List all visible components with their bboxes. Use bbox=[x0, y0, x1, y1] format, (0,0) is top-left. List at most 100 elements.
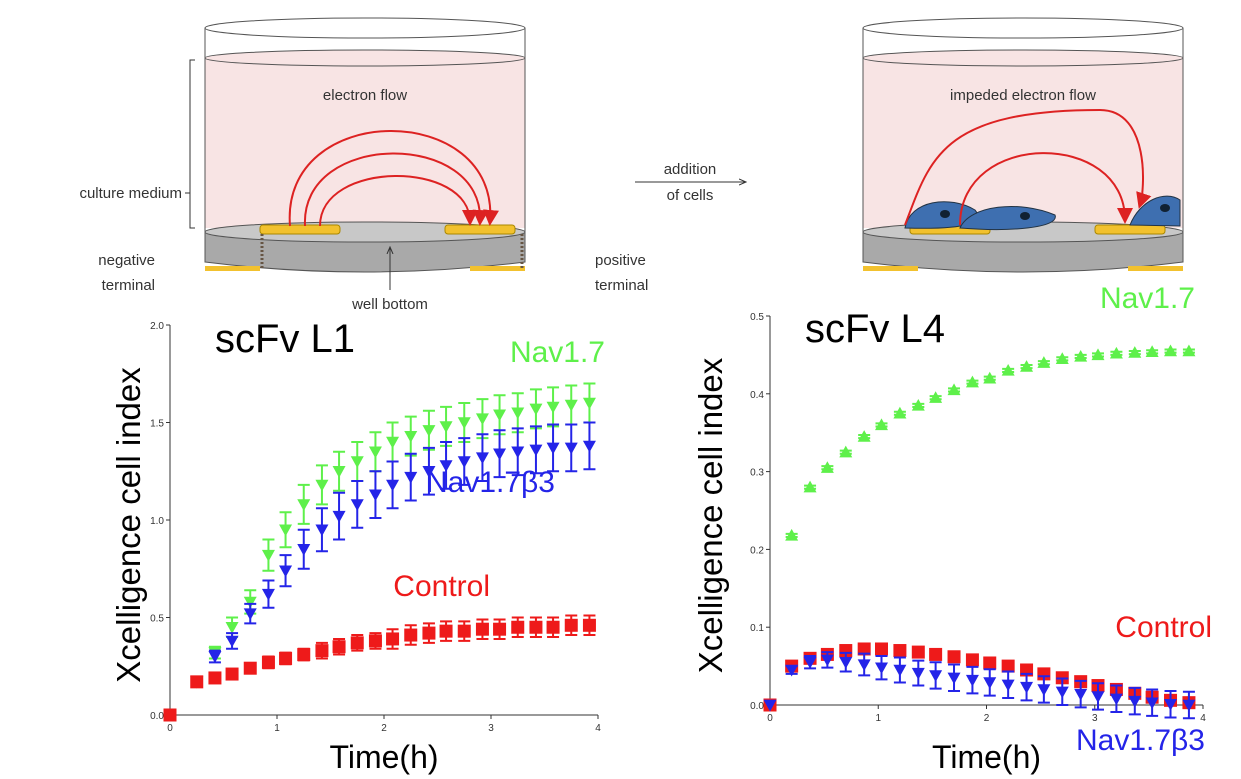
marker bbox=[315, 644, 329, 658]
marker bbox=[404, 430, 418, 443]
marker bbox=[1074, 349, 1088, 362]
x-tick-label: 0 bbox=[767, 713, 773, 724]
marker bbox=[457, 456, 471, 468]
well-left bbox=[185, 17, 526, 290]
marker bbox=[1091, 348, 1105, 361]
label: culture medium bbox=[79, 185, 182, 202]
y-tick-label: 2.0 bbox=[150, 321, 164, 332]
marker bbox=[422, 466, 436, 478]
series-label: Control bbox=[1115, 611, 1212, 644]
marker bbox=[911, 667, 925, 680]
series-label: Nav1.7 bbox=[1100, 282, 1195, 315]
y-tick-label: 0.1 bbox=[750, 623, 764, 634]
marker bbox=[803, 657, 817, 669]
marker bbox=[564, 399, 578, 412]
marker bbox=[874, 662, 888, 675]
x-tick-label: 1 bbox=[875, 713, 881, 724]
y-tick-label: 1.5 bbox=[150, 419, 164, 430]
y-tick-label: 0.0 bbox=[150, 711, 164, 722]
label: terminal bbox=[102, 277, 155, 294]
label: negative bbox=[98, 252, 155, 269]
marker bbox=[785, 528, 799, 541]
marker bbox=[190, 675, 204, 689]
marker bbox=[893, 644, 907, 658]
marker bbox=[929, 670, 943, 682]
marker bbox=[1164, 344, 1178, 357]
marker bbox=[332, 510, 346, 523]
marker bbox=[297, 648, 311, 662]
series bbox=[163, 614, 596, 722]
marker bbox=[208, 671, 222, 685]
marker bbox=[475, 413, 489, 426]
series bbox=[763, 344, 1196, 711]
y-tick-label: 0.4 bbox=[750, 390, 764, 401]
marker bbox=[1055, 352, 1069, 364]
marker bbox=[947, 672, 961, 685]
marker bbox=[439, 460, 453, 472]
y-tick-label: 0.0 bbox=[750, 701, 764, 712]
series-label: Nav1.7β3 bbox=[1076, 724, 1205, 757]
marker bbox=[332, 640, 346, 654]
marker bbox=[546, 401, 560, 414]
marker bbox=[315, 479, 329, 492]
marker bbox=[439, 421, 453, 433]
marker bbox=[911, 645, 925, 659]
well-right bbox=[862, 17, 1184, 273]
marker bbox=[511, 446, 525, 459]
x-axis-label: Time(h) bbox=[329, 739, 438, 775]
marker bbox=[911, 398, 925, 411]
y-axis-label: Xcelligence cell index bbox=[110, 367, 147, 683]
marker bbox=[785, 664, 799, 677]
marker bbox=[947, 383, 961, 396]
marker bbox=[582, 397, 596, 410]
marker bbox=[1145, 345, 1159, 357]
marker bbox=[404, 628, 418, 642]
marker bbox=[1128, 346, 1142, 358]
marker bbox=[404, 471, 418, 484]
marker bbox=[893, 406, 907, 419]
x-tick-label: 4 bbox=[1200, 713, 1206, 724]
x-tick-label: 3 bbox=[1092, 713, 1098, 724]
marker bbox=[529, 444, 543, 457]
marker bbox=[839, 657, 853, 669]
marker bbox=[983, 656, 997, 670]
marker bbox=[457, 417, 471, 429]
marker bbox=[1182, 699, 1196, 712]
x-tick-label: 4 bbox=[595, 723, 601, 734]
marker bbox=[475, 622, 489, 636]
marker bbox=[243, 596, 257, 609]
marker bbox=[1164, 699, 1178, 711]
marker bbox=[475, 452, 489, 465]
marker bbox=[564, 618, 578, 632]
marker bbox=[874, 642, 888, 656]
marker bbox=[350, 499, 364, 511]
marker bbox=[1109, 693, 1123, 706]
marker bbox=[457, 624, 471, 638]
marker bbox=[839, 445, 853, 458]
marker bbox=[1001, 659, 1015, 673]
marker bbox=[1020, 360, 1034, 372]
marker bbox=[368, 489, 382, 502]
label: terminal bbox=[595, 277, 648, 294]
marker bbox=[1055, 686, 1069, 699]
marker bbox=[546, 620, 560, 634]
marker bbox=[350, 456, 364, 468]
marker bbox=[947, 650, 961, 664]
y-tick-label: 0.3 bbox=[750, 468, 764, 479]
marker bbox=[386, 436, 400, 449]
marker bbox=[493, 622, 507, 636]
marker bbox=[763, 699, 777, 712]
marker bbox=[529, 620, 543, 634]
chart-title: scFv L4 bbox=[805, 307, 945, 351]
marker bbox=[983, 371, 997, 384]
marker bbox=[929, 647, 943, 661]
marker bbox=[493, 409, 507, 422]
marker bbox=[929, 391, 943, 403]
label: of cells bbox=[667, 187, 714, 204]
marker bbox=[1128, 695, 1142, 708]
marker bbox=[422, 626, 436, 640]
y-axis-label: Xcelligence cell index bbox=[692, 357, 729, 673]
marker bbox=[1074, 688, 1088, 701]
marker bbox=[546, 442, 560, 455]
label: well bottom bbox=[351, 296, 428, 313]
